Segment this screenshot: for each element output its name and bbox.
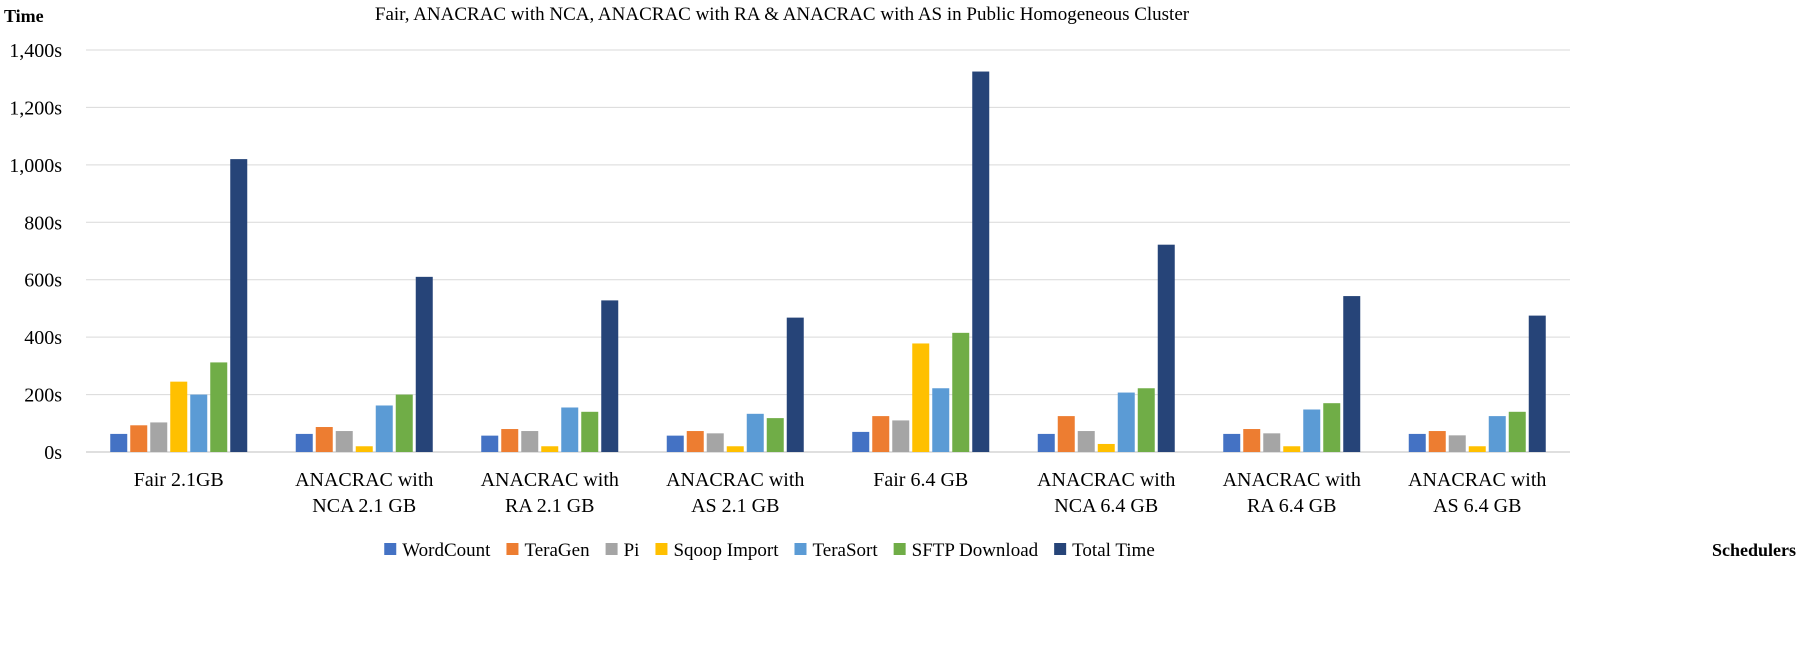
legend-swatch xyxy=(605,543,618,555)
bar-pi xyxy=(150,422,168,452)
bar-terasort xyxy=(561,407,579,452)
legend-label: Pi xyxy=(624,540,640,561)
gridlines xyxy=(86,49,1570,453)
bar-sftp-download xyxy=(210,362,228,452)
bar-pi xyxy=(1077,431,1095,452)
bar-total-time xyxy=(1343,296,1361,452)
bar-terasort xyxy=(1488,416,1506,452)
bar-teragen xyxy=(501,429,519,452)
legend-swatch xyxy=(1054,543,1067,555)
legend: WordCount TeraGen Pi Sqoop Import TeraSort SF… xyxy=(384,540,1155,561)
bar-wordcount xyxy=(1408,433,1426,452)
y-tick-label: 600s xyxy=(24,270,62,292)
legend-swatch xyxy=(506,543,519,555)
bar-terasort xyxy=(1117,392,1135,452)
bar-total-time xyxy=(1157,244,1175,452)
bar-teragen xyxy=(1057,416,1075,452)
y-tick-label: 400s xyxy=(24,327,62,349)
bar-wordcount xyxy=(295,433,313,452)
bar-wordcount xyxy=(666,435,684,452)
bar-pi xyxy=(892,420,910,452)
y-tick-label: 800s xyxy=(24,212,62,234)
bar-terasort xyxy=(1303,409,1321,452)
legend-label: Sqoop Import xyxy=(673,540,779,561)
legend-label: SFTP Download xyxy=(912,540,1039,561)
y-tick-label: 1,400s xyxy=(9,40,62,62)
bar-wordcount xyxy=(852,431,870,452)
bar-pi xyxy=(1448,435,1466,452)
bar-sftp-download xyxy=(1508,411,1526,452)
bar-pi xyxy=(1263,433,1281,452)
bar-sqoop-import xyxy=(1097,443,1115,452)
bar-teragen xyxy=(872,416,890,452)
x-category-label: ANACRAC with RA 6.4 GB xyxy=(1223,469,1361,517)
bar-sqoop-import xyxy=(355,446,373,452)
bar-sqoop-import xyxy=(1468,446,1486,452)
chart-title: Fair, ANACRAC with NCA, ANACRAC with RA … xyxy=(375,4,1190,25)
legend-label: TeraGen xyxy=(524,540,590,561)
bar-wordcount xyxy=(1037,433,1055,452)
bar-sqoop-import xyxy=(912,343,930,452)
bar-pi xyxy=(706,433,724,452)
legend-swatch xyxy=(794,543,807,555)
x-axis-title: Schedulers xyxy=(1712,540,1796,560)
bar-sftp-download xyxy=(395,394,413,452)
bar-sqoop-import xyxy=(1283,446,1301,452)
bars xyxy=(110,71,1546,453)
x-category-label: Fair 6.4 GB xyxy=(873,469,968,491)
x-category-label: ANACRAC with AS 6.4 GB xyxy=(1408,469,1546,517)
bar-wordcount xyxy=(481,435,499,452)
category-labels: Fair 2.1GB ANACRAC with NCA 2.1 GB ANACRAC … xyxy=(134,469,1547,517)
x-category-label: ANACRAC with NCA 2.1 GB xyxy=(295,469,433,517)
bar-total-time xyxy=(1528,315,1546,452)
bar-total-time xyxy=(972,71,990,453)
bar-teragen xyxy=(1243,429,1261,452)
bar-pi xyxy=(335,431,353,452)
bar-sqoop-import xyxy=(726,446,744,452)
x-category-label: ANACRAC with AS 2.1 GB xyxy=(666,469,804,517)
x-category-label: Fair 2.1GB xyxy=(134,469,224,491)
bar-total-time xyxy=(601,300,619,452)
legend-swatch xyxy=(893,543,906,555)
bar-pi xyxy=(521,431,539,452)
bar-teragen xyxy=(1428,431,1446,452)
bar-sftp-download xyxy=(1137,388,1155,452)
bar-total-time xyxy=(230,159,248,452)
x-category-label: ANACRAC with RA 2.1 GB xyxy=(481,469,619,517)
bar-sftp-download xyxy=(766,418,784,452)
bar-terasort xyxy=(746,413,764,452)
y-tick-label: 200s xyxy=(24,385,62,407)
bar-terasort xyxy=(190,394,208,452)
bar-total-time xyxy=(786,317,804,452)
bar-teragen xyxy=(686,431,704,452)
bar-sftp-download xyxy=(952,332,970,452)
legend-label: TeraSort xyxy=(812,540,878,561)
bar-sqoop-import xyxy=(170,381,188,452)
y-tick-label: 1,000s xyxy=(9,155,62,177)
bar-terasort xyxy=(375,405,393,452)
bar-sqoop-import xyxy=(541,446,559,452)
bar-wordcount xyxy=(1223,433,1241,452)
x-category-label: ANACRAC with NCA 6.4 GB xyxy=(1037,469,1175,517)
y-tick-label: 0s xyxy=(44,442,62,464)
legend-label: WordCount xyxy=(402,540,491,561)
legend-label: Total Time xyxy=(1072,540,1155,561)
bar-sftp-download xyxy=(581,411,599,452)
bar-total-time xyxy=(415,276,433,452)
y-axis-ticks: 0s 200s 400s 600s 800s 1,000s 1,200s 1,400s xyxy=(9,40,62,464)
y-tick-label: 1,200s xyxy=(9,97,62,119)
bar-sftp-download xyxy=(1323,403,1341,452)
y-axis-title: Time xyxy=(4,6,44,26)
bar-teragen xyxy=(130,425,148,452)
bar-terasort xyxy=(932,388,950,452)
bar-wordcount xyxy=(110,433,128,452)
bar-teragen xyxy=(315,427,333,452)
legend-swatch xyxy=(655,543,668,555)
legend-swatch xyxy=(384,543,397,555)
